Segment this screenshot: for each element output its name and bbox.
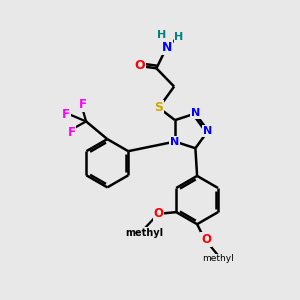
Text: H: H xyxy=(157,30,166,40)
Text: methyl: methyl xyxy=(125,228,163,238)
Text: N: N xyxy=(191,109,200,118)
Text: F: F xyxy=(62,109,70,122)
Text: methyl: methyl xyxy=(130,230,162,239)
Text: N: N xyxy=(161,40,172,54)
Text: H: H xyxy=(175,32,184,42)
Text: O: O xyxy=(134,59,145,73)
Text: S: S xyxy=(154,101,163,114)
Text: O: O xyxy=(154,207,164,220)
Text: N: N xyxy=(170,136,180,147)
Text: F: F xyxy=(79,98,87,111)
Text: N: N xyxy=(203,126,213,136)
Text: F: F xyxy=(68,126,75,139)
Text: O: O xyxy=(201,233,211,246)
Text: methyl: methyl xyxy=(202,254,234,263)
